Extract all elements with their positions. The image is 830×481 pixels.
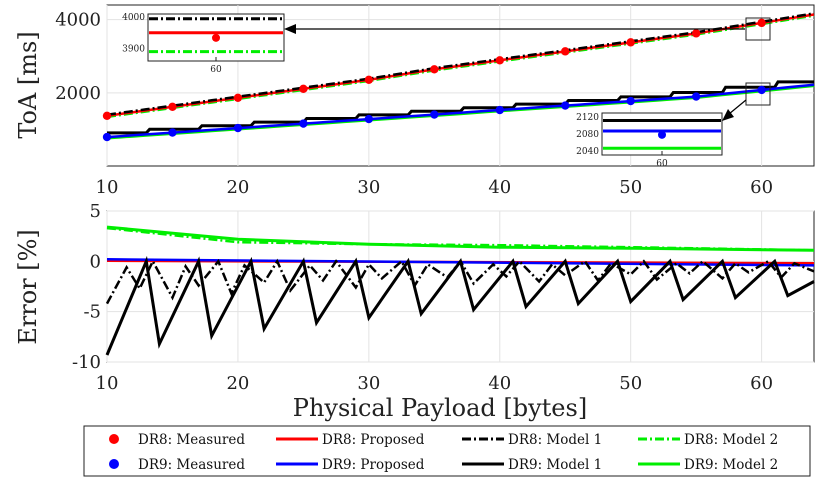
error-y-tick-label: 5 [90,201,101,222]
toa-point-dr9-measured [233,123,243,133]
inset-y-tick-label: 2040 [576,147,599,157]
legend-label-dr8-model-1: DR8: Model 1 [508,432,602,448]
toa-point-dr8-measured [561,47,570,56]
legend-label-dr8-proposed: DR8: Proposed [322,432,425,448]
toa-point-dr8-measured [233,93,243,102]
zoom-arrow-dr9 [728,99,747,115]
legend-box [83,425,811,477]
error-plot-area [106,210,815,363]
toa-x-tick-label: 60 [750,177,773,198]
toa-point-dr9-measured [561,101,570,110]
legend-label-dr9-measured: DR9: Measured [138,457,245,473]
toa-y-ticks: 2000 4000 [55,10,101,104]
inset-measured-point [212,33,220,42]
legend-marker-dr9-measured [109,459,119,469]
toa-point-dr8-measured [691,29,701,38]
toa-x-tick-label: 20 [226,177,249,198]
toa-point-dr9-measured [364,114,374,124]
error-x-tick-label: 20 [226,373,249,394]
toa-x-tick-label: 40 [488,177,511,198]
legend: DR8: Measured DR8: Proposed DR8: Model 1 DR… [83,425,811,477]
inset-dr9: 60 2120 2080 2040 [576,112,723,169]
toa-point-dr9-measured [299,119,308,128]
toa-point-dr8-measured [495,56,504,65]
toa-point-dr8-measured [168,102,177,111]
error-y-tick-label: -10 [72,352,101,373]
toa-point-dr8-measured [430,65,439,74]
legend-label-dr9-proposed: DR9: Proposed [322,457,425,473]
inset-y-tick-label: 2120 [576,113,599,123]
toa-point-dr8-measured [626,38,635,47]
error-x-ticks: 10 20 30 40 50 60 [96,373,774,394]
error-line-dr9-model-2 [106,225,815,252]
error-y-tick-label: 0 [90,251,101,272]
error-y-ticks: 5 0 -5 -10 [72,201,101,373]
toa-y-axis-label: ToA [ms] [14,31,42,138]
inset-y-tick-label: 4000 [122,13,145,23]
inset-y-tick-label: 2080 [576,130,599,140]
toa-x-ticks: 10 20 30 40 50 60 [96,177,774,198]
toa-point-dr8-measured [299,84,308,94]
error-y-tick-label: -5 [83,302,101,323]
inset-dr8: 60 4000 3900 [122,13,285,75]
inset-y-tick-label: 3900 [122,44,145,54]
error-x-tick-label: 50 [619,373,642,394]
legend-label-dr9-model-2: DR9: Model 2 [684,457,778,473]
error-x-tick-label: 30 [357,373,380,394]
toa-markers [102,18,766,142]
toa-point-dr9-measured [168,128,177,137]
toa-point-dr9-measured [102,132,112,142]
toa-y-tick-label: 2000 [55,83,101,104]
toa-point-dr8-measured [364,75,374,85]
toa-x-tick-label: 50 [619,177,642,198]
inset-measured-point [658,130,666,139]
zoom-arrow-dr8-head [284,24,296,34]
error-x-tick-label: 60 [750,373,773,394]
toa-point-dr9-measured [757,85,766,95]
legend-marker-dr8-measured [109,434,119,444]
inset-x-tick-label: 60 [656,159,668,169]
toa-point-dr9-measured [430,110,439,119]
zoom-box-dr8 [745,17,771,41]
legend-label-dr8-model-2: DR8: Model 2 [684,432,778,448]
error-line-dr9-model-1 [105,255,815,356]
toa-point-dr9-measured [691,92,701,101]
error-y-axis-label: Error [%] [14,229,42,345]
toa-x-tick-label: 10 [96,177,119,198]
toa-line-dr8-model1 [106,12,815,116]
error-x-axis-label: Physical Payload [bytes] [293,394,587,422]
toa-point-dr8-measured [757,18,766,28]
toa-y-tick-label: 4000 [55,10,101,31]
zoom-arrow-dr9-head [722,109,734,121]
zoom-box-dr9 [745,82,771,106]
inset-x-tick-label: 60 [210,65,222,75]
toa-point-dr9-measured [495,105,504,115]
toa-point-dr9-measured [626,96,635,106]
toa-chart: 10 20 30 40 50 60 2000 4000 ToA [ms] 60 4000 390… [14,4,815,198]
toa-x-tick-label: 30 [357,177,380,198]
error-chart: 10 20 30 40 50 60 50-5-10 Error [%] Physical … [14,201,815,422]
legend-label-dr9-model-1: DR9: Model 1 [508,457,602,473]
error-series [105,225,815,356]
error-x-tick-label: 10 [96,373,119,394]
toa-point-dr8-measured [102,111,112,120]
legend-label-dr8-measured: DR8: Measured [138,432,245,448]
error-x-tick-label: 40 [488,373,511,394]
